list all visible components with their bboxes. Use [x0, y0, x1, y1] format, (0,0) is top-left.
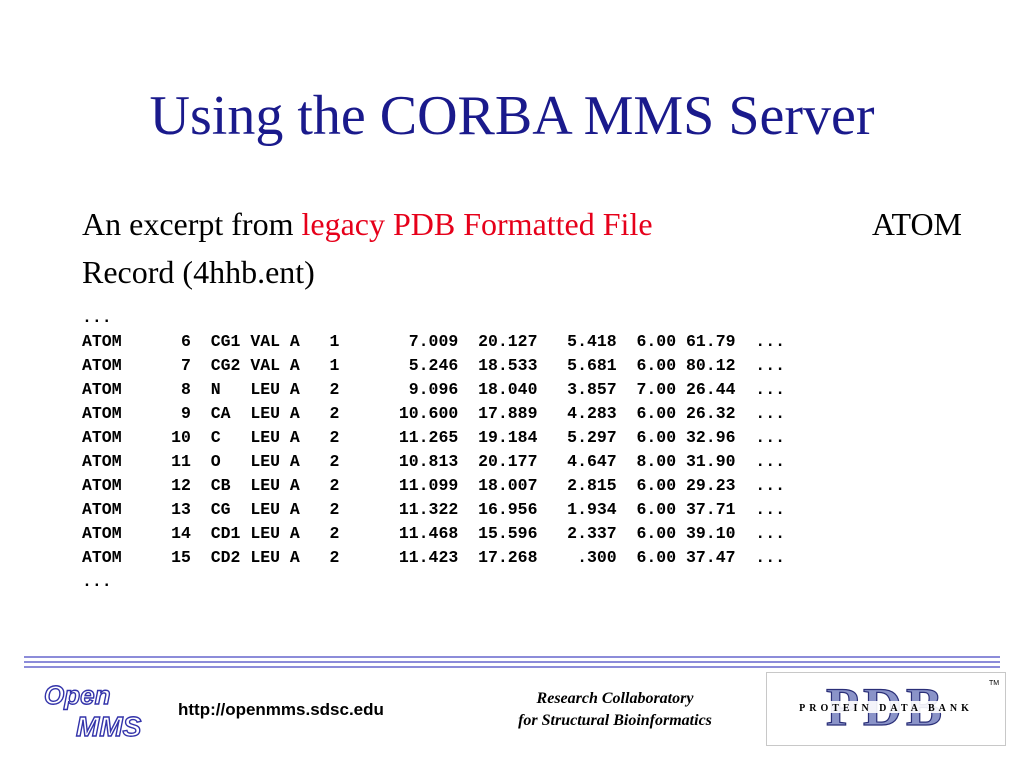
footer-divider-line [24, 656, 1000, 658]
footer-divider-line [24, 666, 1000, 668]
pdb-logo-subtitle: PROTEIN DATA BANK [799, 703, 973, 714]
pdb-logo: PDB PROTEIN DATA BANK TM [766, 672, 1006, 746]
pdb-logo-trademark: TM [989, 680, 999, 687]
rcsb-caption: Research Collaboratory for Structural Bi… [450, 688, 780, 732]
openmms-logo-open: Open [44, 680, 110, 710]
intro-text: An excerpt from legacy PDB Formatted Fil… [82, 200, 962, 296]
openmms-url-link[interactable]: http://openmms.sdsc.edu [178, 700, 384, 719]
rcsb-line-1: Research Collaboratory [536, 690, 694, 707]
pdb-atom-records: ... ATOM 6 CG1 VAL A 1 7.009 20.127 5.41… [82, 308, 786, 591]
openmms-logo-mms: MMS [76, 711, 142, 742]
slide-title: Using the CORBA MMS Server [149, 85, 875, 147]
intro-line-1: An excerpt from legacy PDB Formatted Fil… [82, 200, 962, 248]
intro-prefix: An excerpt from [82, 206, 302, 242]
footer-divider-line [24, 661, 1000, 663]
rcsb-line-2: for Structural Bioinformatics [518, 712, 712, 729]
intro-highlight: legacy PDB Formatted File [301, 206, 653, 242]
intro-atom-label: ATOM [871, 206, 962, 242]
openmms-logo: Open MMS [43, 679, 142, 742]
intro-line-2: Record (4hhb.ent) [82, 254, 315, 290]
